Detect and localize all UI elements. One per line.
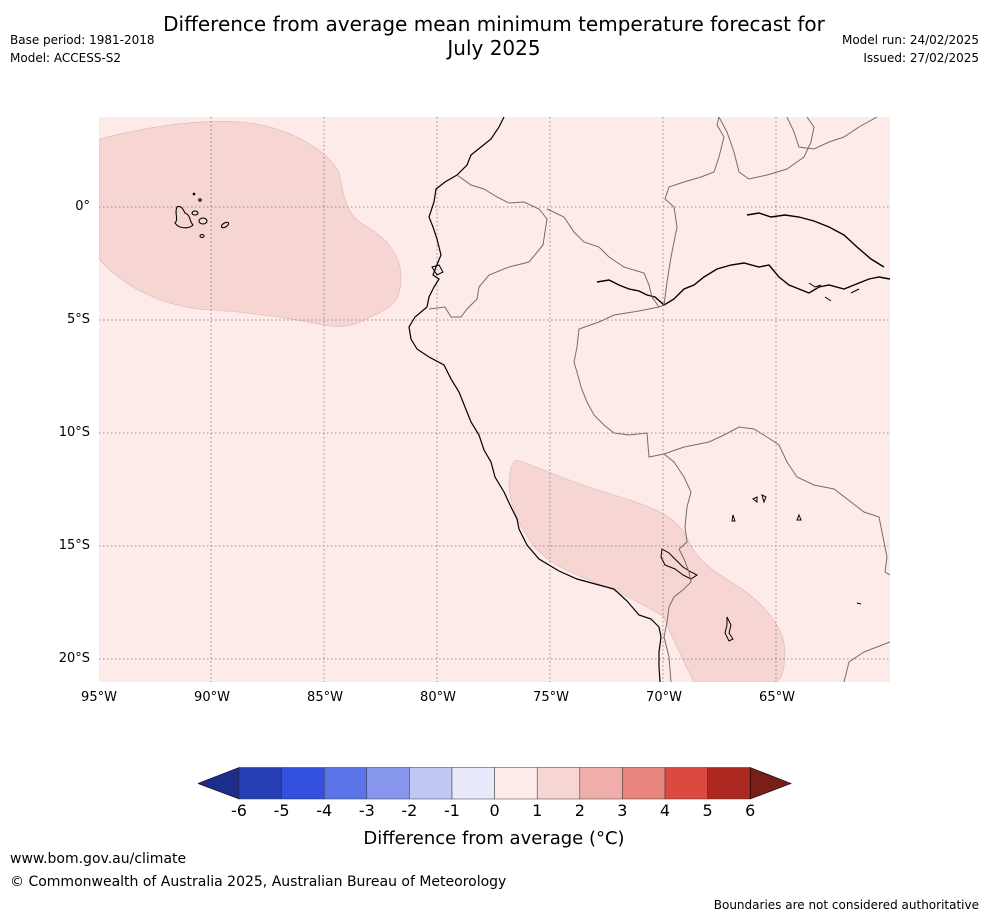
amazon-river: [596, 262, 890, 306]
colorbar-segment: [238, 767, 282, 800]
lon-label-85w: 85°W: [307, 690, 343, 705]
lon-label-95w: 95°W: [81, 690, 117, 705]
model-name: Model: ACCESS-S2: [10, 51, 122, 65]
colorbar-tick-label: 5: [702, 801, 713, 820]
border-peru-brazil: [573, 306, 660, 436]
lat-label-10s: 10°S: [58, 425, 90, 440]
lat-label-5s: 5°S: [66, 312, 90, 327]
border-colombia-venezuela: [663, 117, 725, 306]
colorbar-label: Difference from average (°C): [363, 828, 625, 849]
border-peru-bolivia: [646, 432, 692, 550]
border-colombia-ecuador-peru: [428, 174, 548, 318]
amazon-lakes: [808, 282, 860, 302]
colorbar-tick-label: 2: [574, 801, 585, 820]
lon-label-70w: 70°W: [646, 690, 682, 705]
border-argentina-paraguay: [843, 641, 890, 682]
lake-titicaca: [660, 548, 698, 580]
colorbar-tick-label: -4: [316, 801, 333, 820]
pinta-island: [198, 198, 202, 202]
border-chile-argentina: [663, 636, 672, 682]
colorbar-segment: [579, 767, 623, 800]
colorbar-tick-label: -5: [273, 801, 290, 820]
map-title: Difference from average mean minimum tem…: [0, 12, 988, 60]
map-svg: [99, 117, 890, 682]
border-bolivia-chile: [663, 548, 692, 638]
colorbar-segment: [366, 767, 410, 800]
colorbar-segment: [323, 767, 368, 800]
lon-label-65w: 65°W: [759, 690, 795, 705]
lat-label-20s: 20°S: [58, 651, 90, 666]
country-borders: [428, 117, 890, 682]
colorbar-extend-high: [749, 767, 792, 800]
border-colombia-brazil: [546, 208, 665, 308]
lat-label-0: 0°: [75, 199, 90, 214]
colorbar-tick-label: 4: [659, 801, 671, 820]
title-line-1: Difference from average mean minimum tem…: [163, 12, 825, 36]
lake-mark-3: [850, 288, 860, 294]
border-brazil-guyana: [786, 117, 878, 150]
bolivia-lakes: [731, 494, 862, 605]
colorbar-tick-label: -6: [231, 801, 247, 820]
colorbar-tick-label: -2: [401, 801, 418, 820]
santiago-island: [191, 210, 199, 216]
san-cristobal-island: [220, 221, 230, 229]
colorbar-segment: [622, 767, 666, 800]
colorbar-tick-label: 6: [745, 801, 756, 820]
isabela-island: [174, 205, 194, 229]
colorbar-segment: [536, 767, 581, 800]
anomaly-region-pacific: [99, 121, 402, 327]
footer-disclaimer: Boundaries are not considered authoritat…: [713, 898, 979, 912]
lat-label-15s: 15°S: [58, 538, 90, 553]
base-period: Base period: 1981-2018: [10, 33, 155, 47]
colorbar-segment: [281, 767, 325, 800]
anomaly-region-andes: [508, 459, 786, 682]
colorbar-tick-label: 0: [489, 801, 500, 820]
colorbar: [197, 767, 792, 804]
footer-url[interactable]: www.bom.gov.au/climate: [10, 851, 187, 867]
lon-label-90w: 90°W: [194, 690, 230, 705]
colorbar-tick-label: -3: [358, 801, 375, 820]
lon-label-75w: 75°W: [533, 690, 569, 705]
bolivia-lake-2: [761, 494, 767, 504]
model-run: Model run: 24/02/2025: [841, 33, 979, 47]
rio-negro: [746, 212, 885, 268]
meta-left: Base period: 1981-2018 Model: ACCESS-S2: [10, 31, 155, 67]
colorbar-tick-label: -1: [444, 801, 460, 820]
galapagos-islands: [174, 192, 230, 239]
bolivia-lake-1: [752, 496, 758, 503]
colorbar-svg: [197, 767, 792, 800]
guayaquil-gulf-island: [431, 264, 444, 276]
colorbar-segment: [451, 767, 495, 800]
santa-cruz-island: [198, 217, 208, 225]
border-venezuela-guyana: [718, 117, 815, 180]
south-america-coastline: [408, 117, 662, 682]
lake-mark-1: [808, 282, 822, 288]
bolivia-lake-4: [796, 513, 802, 521]
border-bolivia-brazil: [663, 426, 890, 576]
meta-right: Model run: 24/02/2025 Issued: 27/02/2025: [842, 31, 979, 67]
footer-copyright: © Commonwealth of Australia 2025, Austra…: [10, 874, 507, 890]
lon-label-80w: 80°W: [420, 690, 456, 705]
colorbar-segment: [664, 767, 708, 800]
title-line-2: July 2025: [447, 36, 541, 60]
colorbar-segment: [494, 767, 538, 800]
floreana-island: [199, 233, 205, 239]
colorbar-segment: [409, 767, 453, 800]
colorbar-extend-low: [197, 767, 240, 800]
lake-poopo: [724, 616, 734, 642]
colorbar-tick-label: 3: [617, 801, 628, 820]
lake-mark-2: [824, 296, 832, 302]
colorbar-segment: [707, 767, 751, 800]
bolivia-lake-3: [731, 514, 736, 522]
map-panel: [99, 117, 890, 682]
genovesa-island: [192, 192, 196, 196]
colorbar-tick-label: 1: [532, 801, 543, 820]
issued-date: Issued: 27/02/2025: [863, 51, 979, 65]
paraguay-lake: [856, 602, 862, 605]
